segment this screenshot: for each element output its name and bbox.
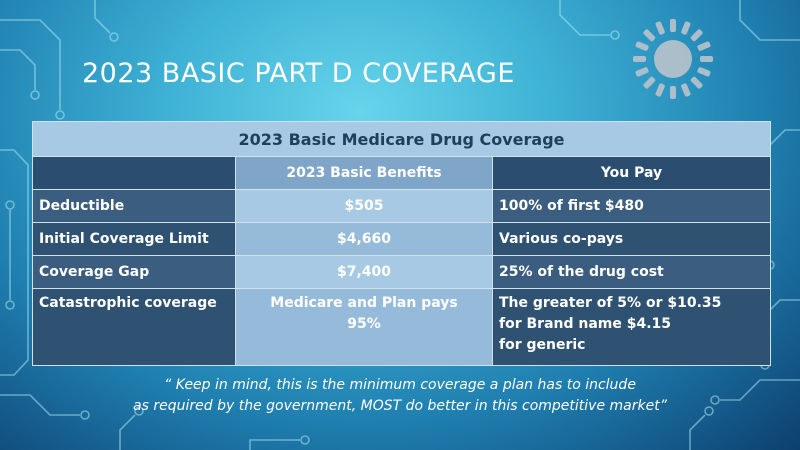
sun-icon [633, 19, 713, 99]
row-benefit: $4,660 [235, 222, 493, 256]
you-pay-line: for Brand name $4.15 [499, 316, 672, 332]
table-header-row: 2023 Basic Benefits You Pay [32, 156, 772, 190]
quote-line: as required by the government, MOST do b… [133, 398, 667, 414]
table-caption: 2023 Basic Medicare Drug Coverage [31, 121, 772, 157]
row-label: Initial Coverage Limit [32, 222, 236, 256]
row-you-pay: 100% of first $480 [491, 189, 772, 223]
row-benefit: $505 [235, 189, 493, 223]
coverage-table: 2023 Basic Medicare Drug Coverage 2023 B… [31, 121, 772, 366]
you-pay-line: for generic [499, 337, 586, 353]
slide-title: 2023 BASIC PART D COVERAGE [82, 58, 515, 89]
row-label: Deductible [32, 189, 236, 223]
benefit-line: 95% [347, 316, 381, 332]
footer-quote: “ Keep in mind, this is the minimum cove… [0, 375, 800, 417]
table-row: Coverage Gap $7,400 25% of the drug cost [32, 255, 772, 289]
row-label: Coverage Gap [32, 255, 236, 289]
row-benefit: Medicare and Plan pays 95% [235, 288, 493, 366]
benefit-line: Medicare and Plan pays [270, 295, 458, 311]
header-basic-benefits: 2023 Basic Benefits [235, 156, 493, 190]
quote-line: “ Keep in mind, this is the minimum cove… [164, 377, 636, 393]
row-you-pay: Various co-pays [491, 222, 772, 256]
row-you-pay: The greater of 5% or $10.35 for Brand na… [491, 288, 772, 366]
row-you-pay: 25% of the drug cost [491, 255, 772, 289]
table-caption-row: 2023 Basic Medicare Drug Coverage [31, 121, 772, 157]
row-benefit: $7,400 [235, 255, 493, 289]
header-you-pay: You Pay [491, 156, 772, 190]
row-label: Catastrophic coverage [32, 288, 236, 366]
table-row: Initial Coverage Limit $4,660 Various co… [32, 222, 772, 256]
header-empty [32, 156, 236, 190]
table-row: Deductible $505 100% of first $480 [32, 189, 772, 223]
you-pay-line: The greater of 5% or $10.35 [499, 295, 722, 311]
table-row: Catastrophic coverage Medicare and Plan … [32, 288, 772, 366]
